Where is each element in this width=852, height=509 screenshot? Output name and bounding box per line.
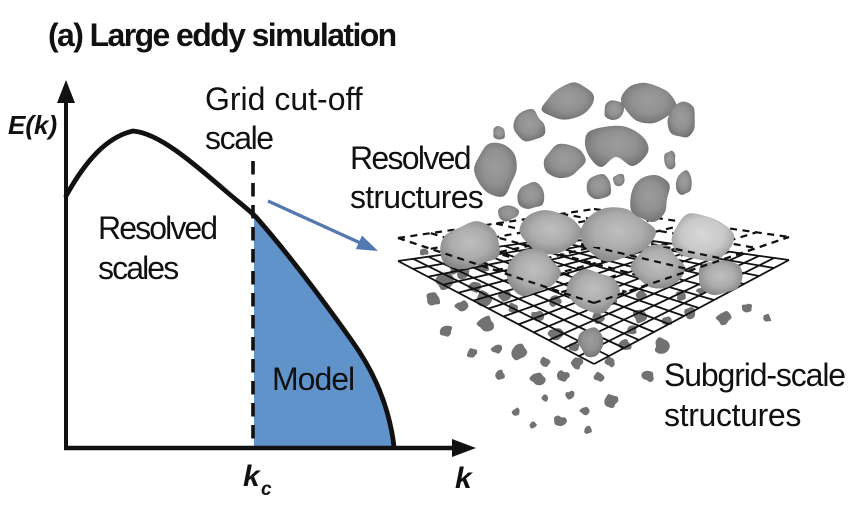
svg-text:Resolved: Resolved bbox=[98, 210, 216, 246]
svg-text:structures: structures bbox=[350, 179, 483, 215]
svg-text:Resolved: Resolved bbox=[350, 140, 470, 176]
svg-text:Model: Model bbox=[272, 361, 354, 397]
svg-text:structures: structures bbox=[664, 397, 801, 433]
svg-text:scales: scales bbox=[98, 250, 178, 286]
svg-text:Subgrid-scale: Subgrid-scale bbox=[664, 357, 845, 393]
svg-text:k: k bbox=[455, 462, 473, 495]
svg-text:scale: scale bbox=[205, 120, 273, 156]
svg-text:(a) Large eddy simulation: (a) Large eddy simulation bbox=[48, 17, 396, 53]
svg-text:E(k): E(k) bbox=[8, 110, 57, 140]
svg-text:Grid cut-off: Grid cut-off bbox=[205, 81, 363, 117]
svg-text:c: c bbox=[261, 479, 272, 500]
svg-text:k: k bbox=[243, 460, 261, 493]
